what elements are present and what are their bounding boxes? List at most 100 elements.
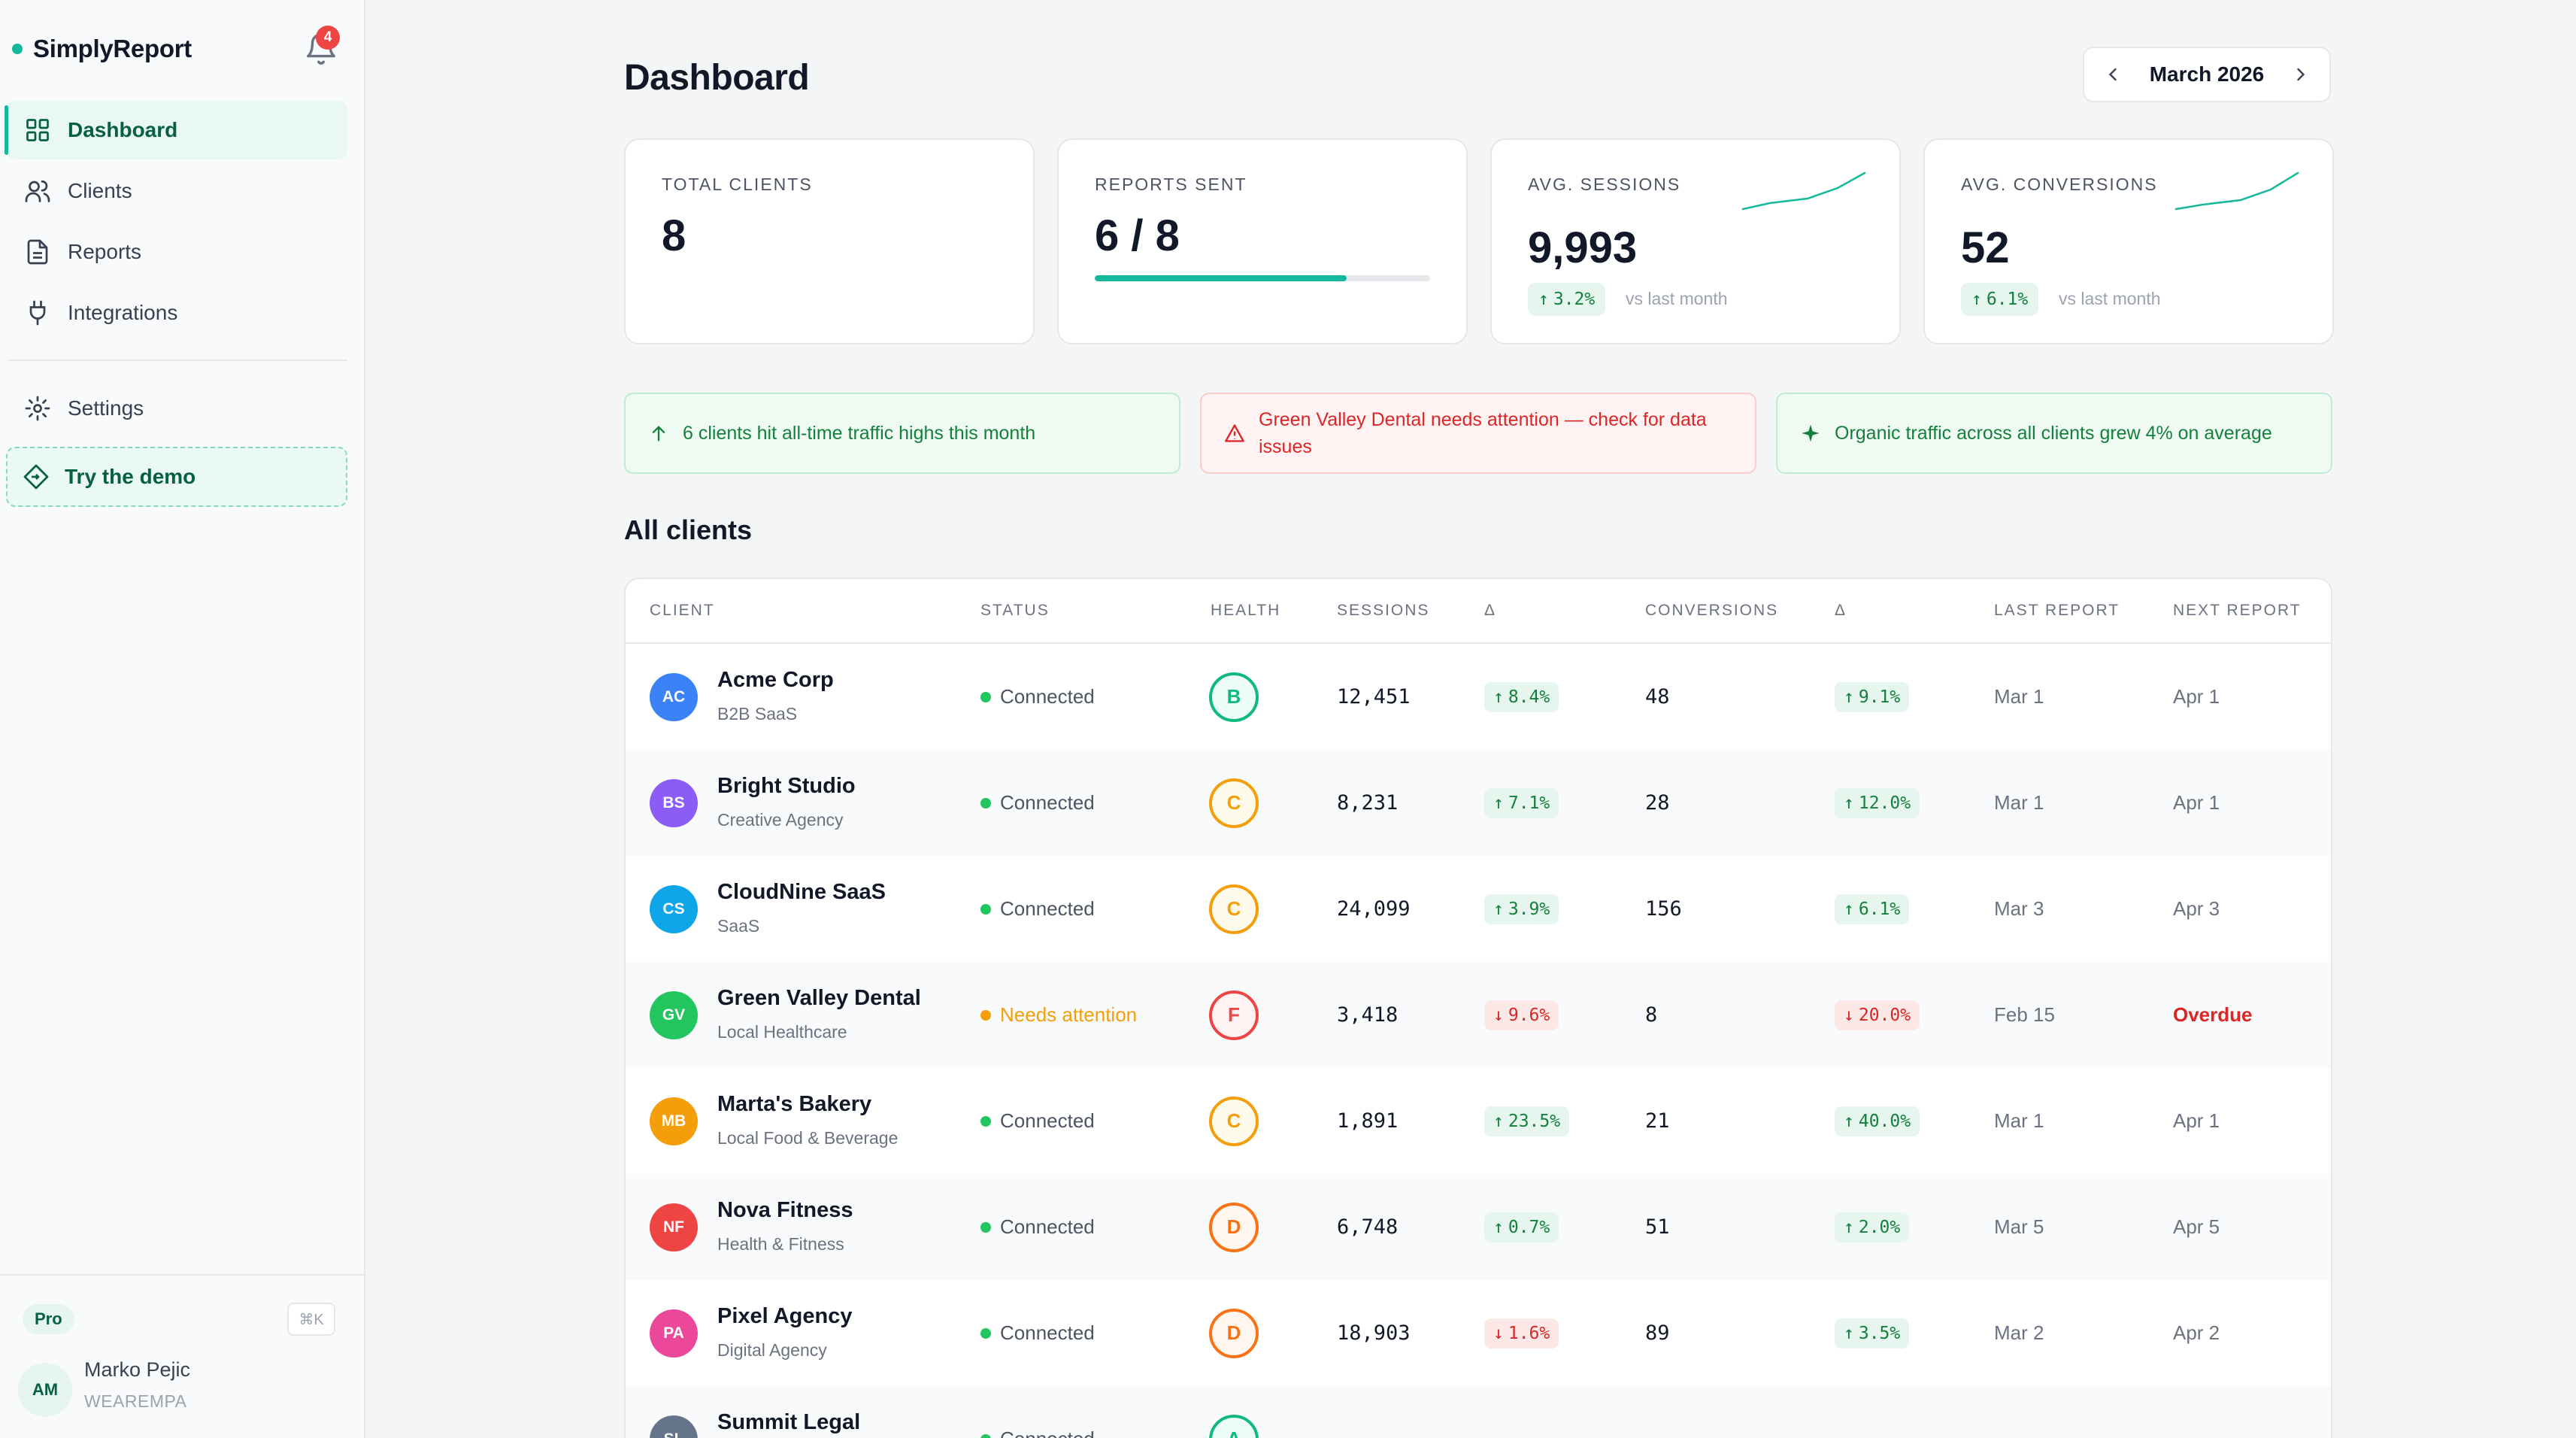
sidebar-item-settings[interactable]: Settings — [6, 379, 347, 438]
column-header-status[interactable]: STATUS — [980, 602, 1050, 619]
status-badge: Connected — [980, 1215, 1095, 1239]
status-badge: Connected — [980, 685, 1095, 708]
column-header-health[interactable]: HEALTH — [1211, 602, 1281, 619]
table-row[interactable]: CS CloudNine SaaS SaaS Connected C 24,09… — [626, 856, 2331, 962]
status-dot — [980, 1433, 991, 1438]
status-cell: Connected — [980, 1068, 1095, 1174]
conversions-value: 21 — [1645, 1109, 1670, 1133]
conversions-value: 28 — [1645, 791, 1670, 815]
stat-label: TOTAL CLIENTS — [662, 174, 813, 194]
status-badge: Connected — [980, 1109, 1095, 1133]
delta-value: 2.0% — [1858, 1217, 1901, 1237]
delta-badge: ↑ 6.1% — [1961, 283, 2039, 316]
sparkline — [1741, 171, 1866, 211]
column-header-client[interactable]: CLIENT — [650, 602, 715, 619]
chevron-left-icon[interactable] — [2102, 64, 2123, 85]
plan-badge: Pro — [23, 1304, 74, 1334]
column-header-conversions-delta[interactable]: Δ — [1835, 602, 1847, 619]
client-type: B2B SaaS — [717, 704, 798, 724]
command-shortcut[interactable]: ⌘K — [287, 1303, 335, 1336]
conversions-delta-cell: ↓ 20.0% — [1835, 962, 1920, 1068]
client-name[interactable]: Bright Studio — [717, 774, 856, 798]
diamond-icon — [23, 464, 49, 490]
status-cell: Connected — [980, 856, 1095, 962]
client-name[interactable]: Green Valley Dental — [717, 986, 921, 1010]
delta-badge: ↑ 3.5% — [1835, 1318, 1910, 1349]
alert-text: Green Valley Dental needs attention — ch… — [1259, 409, 1707, 457]
client-name[interactable]: CloudNine SaaS — [717, 880, 886, 904]
table-row[interactable]: SL Summit Legal Connected A — [626, 1386, 2331, 1438]
sessions-value: 1,891 — [1337, 1109, 1399, 1133]
delta-value: 3.9% — [1508, 899, 1550, 919]
sidebar-item-integrations[interactable]: Integrations — [6, 284, 347, 342]
stat-card-avg-conversions: AVG. CONVERSIONS 52 ↑ 6.1% vs last month — [1923, 138, 2334, 344]
user-name: Marko Pejic — [84, 1358, 191, 1381]
health-grade: C — [1209, 778, 1259, 828]
notification-badge: 4 — [316, 26, 340, 50]
column-header-sessions-delta[interactable]: Δ — [1484, 602, 1497, 619]
health-grade: D — [1209, 1202, 1259, 1252]
client-name[interactable]: Pixel Agency — [717, 1304, 853, 1328]
sessions-delta-cell: ↑ 3.9% — [1484, 856, 1559, 962]
column-header-last-report[interactable]: LAST REPORT — [1994, 602, 2120, 619]
client-type: Health & Fitness — [717, 1234, 844, 1254]
conversions-value: 51 — [1645, 1215, 1670, 1239]
status-text: Connected — [1000, 1321, 1095, 1344]
try-demo-label: Try the demo — [65, 465, 196, 488]
delta-badge: ↑ 6.1% — [1835, 893, 1910, 924]
table-row[interactable]: GV Green Valley Dental Local Healthcare … — [626, 962, 2331, 1068]
sidebar-item-reports[interactable]: Reports — [6, 223, 347, 281]
reports-progress-bar — [1095, 275, 1430, 281]
delta-value: 23.5% — [1508, 1111, 1561, 1131]
client-avatar: AC — [650, 673, 698, 721]
sidebar-item-dashboard[interactable]: Dashboard — [5, 101, 347, 159]
table-row[interactable]: MB Marta's Bakery Local Food & Beverage … — [626, 1068, 2331, 1174]
last-report-date: Mar 5 — [1994, 1215, 2044, 1238]
column-header-conversions[interactable]: CONVERSIONS — [1645, 602, 1779, 619]
next-report-date: Apr 5 — [2173, 1215, 2220, 1238]
next-report-date: Apr 1 — [2173, 791, 2220, 814]
status-text: Needs attention — [1000, 1003, 1138, 1026]
chevron-right-icon[interactable] — [2290, 64, 2311, 85]
table-row[interactable]: BS Bright Studio Creative Agency Connect… — [626, 750, 2331, 856]
brand[interactable]: SimplyReport — [12, 30, 192, 68]
column-header-next-report[interactable]: NEXT REPORT — [2173, 602, 2302, 619]
sidebar-item-label: Settings — [68, 396, 144, 420]
health-cell: C — [1209, 1068, 1259, 1174]
column-header-sessions[interactable]: SESSIONS — [1337, 602, 1430, 619]
client-name[interactable]: Acme Corp — [717, 668, 834, 692]
table-row[interactable]: NF Nova Fitness Health & Fitness Connect… — [626, 1174, 2331, 1280]
client-avatar: NF — [650, 1203, 698, 1251]
table-row[interactable]: AC Acme Corp B2B SaaS Connected B 12,451… — [626, 644, 2331, 750]
status-text: Connected — [1000, 897, 1095, 920]
table-row[interactable]: PA Pixel Agency Digital Agency Connected… — [626, 1280, 2331, 1386]
arrow-up-icon: ↑ — [1844, 793, 1854, 813]
client-name[interactable]: Nova Fitness — [717, 1198, 853, 1222]
arrow-up-icon: ↑ — [1844, 1323, 1854, 1343]
stat-label: AVG. CONVERSIONS — [1961, 174, 2158, 194]
client-name[interactable]: Marta's Bakery — [717, 1092, 872, 1116]
arrow-up-icon — [652, 426, 665, 441]
health-cell: B — [1209, 644, 1259, 750]
client-name[interactable]: Summit Legal — [717, 1410, 861, 1434]
next-report-date: Apr 2 — [2173, 1321, 2220, 1344]
arrow-up-icon: ↑ — [1844, 1111, 1854, 1131]
status-text: Connected — [1000, 1215, 1095, 1238]
sessions-delta-cell: ↑ 8.4% — [1484, 644, 1559, 750]
delta-value: 20.0% — [1858, 1005, 1911, 1025]
plug-icon — [29, 300, 46, 326]
arrow-up-icon: ↑ — [1971, 290, 1982, 309]
conversions-delta-cell: ↑ 6.1% — [1835, 856, 1910, 962]
status-badge: Connected — [980, 897, 1095, 921]
stat-value: 52 — [1961, 223, 2010, 272]
try-demo-button[interactable]: Try the demo — [6, 447, 347, 507]
avatar[interactable]: AM — [18, 1363, 72, 1417]
sidebar-settings-group: Settings — [6, 379, 347, 440]
sidebar-item-clients[interactable]: Clients — [6, 162, 347, 220]
page-title: Dashboard — [624, 58, 810, 98]
sidebar-item-label: Integrations — [68, 301, 178, 324]
sessions-delta-cell: ↓ 1.6% — [1484, 1280, 1559, 1386]
last-report-date: Feb 15 — [1994, 1003, 2055, 1026]
delta-value: 9.1% — [1858, 687, 1901, 707]
conversions-value: 48 — [1645, 685, 1670, 708]
